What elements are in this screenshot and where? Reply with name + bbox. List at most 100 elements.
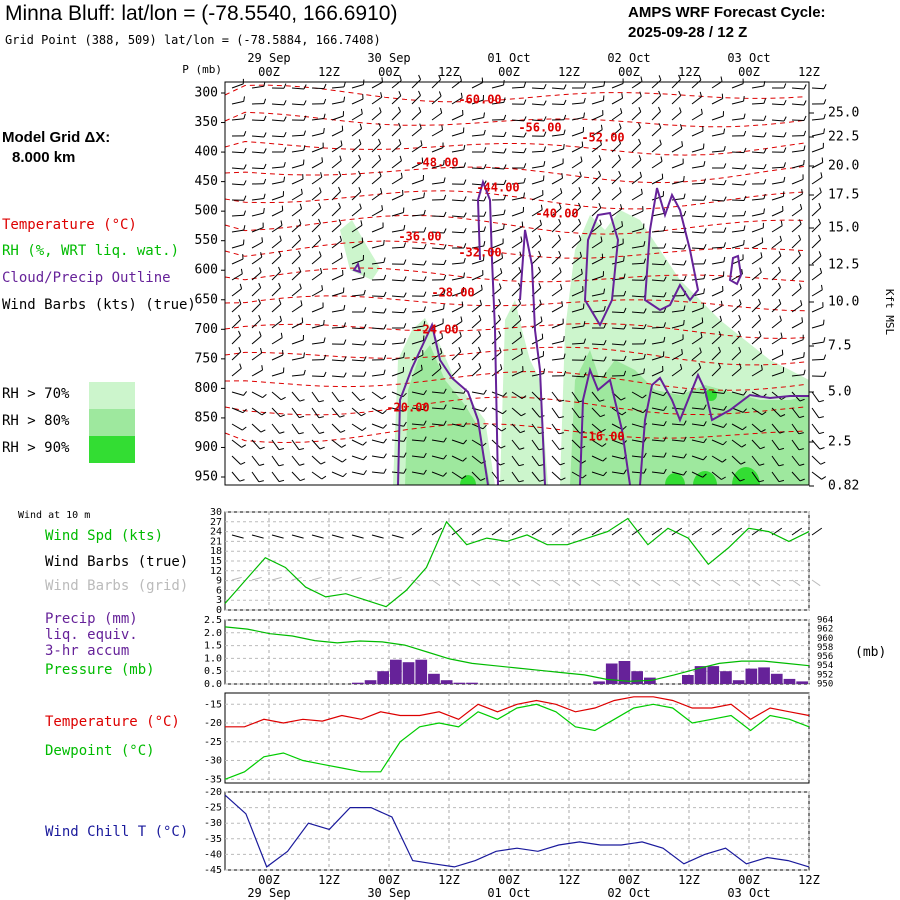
- barb-staff: [391, 194, 404, 201]
- barb-staff: [651, 160, 663, 169]
- barb-flag: [803, 352, 805, 358]
- top-hour-label: 12Z: [318, 65, 340, 79]
- barb-staff: [411, 214, 424, 217]
- barb-staff: [731, 229, 744, 233]
- value-tick-label: -15: [204, 699, 222, 710]
- barb-staff: [671, 407, 684, 410]
- barb-flag: [358, 139, 362, 145]
- barb-staff: [591, 455, 604, 462]
- barb-flag: [460, 316, 463, 322]
- barb-flag: [360, 108, 363, 114]
- barb-flag: [379, 107, 382, 113]
- barb-staff: [271, 407, 281, 418]
- value-tick-label: 0.5: [204, 666, 222, 677]
- surface-barb-true: [231, 534, 244, 539]
- barb-flag: [781, 349, 784, 355]
- bottom-hour-label: 12Z: [438, 873, 460, 887]
- barb-staff: [591, 293, 604, 297]
- top-hour-label: 00Z: [378, 65, 400, 79]
- barb-staff: [251, 151, 265, 154]
- barb-staff: [631, 327, 645, 330]
- barb-staff: [731, 367, 742, 377]
- barb-flag: [663, 276, 667, 282]
- barb-flag: [780, 220, 783, 226]
- barb-staff: [531, 239, 542, 249]
- pressure-tick-label: 950: [817, 680, 833, 690]
- value-tick-label: 6: [216, 585, 222, 596]
- barb-flag: [520, 430, 526, 434]
- barb-staff: [411, 310, 425, 313]
- barb-flag: [443, 211, 447, 217]
- barb-staff: [571, 256, 582, 265]
- barb-staff: [431, 79, 441, 89]
- barb-flag: [558, 250, 562, 256]
- legend-temperature: Temperature (°C): [2, 217, 137, 233]
- barb-staff: [651, 195, 664, 201]
- barb-staff: [511, 439, 520, 450]
- barb-flag: [783, 147, 787, 153]
- barb-staff: [291, 407, 300, 418]
- barb-flag: [818, 400, 824, 403]
- barb-staff: [231, 407, 244, 414]
- page-title: Minna Bluff: lat/lon = (-78.5540, 166.69…: [5, 2, 398, 25]
- barb-flag: [463, 422, 467, 427]
- barb-staff: [811, 391, 820, 403]
- barb-flag: [359, 123, 363, 129]
- barb-staff: [491, 243, 504, 249]
- barb-staff: [271, 119, 285, 122]
- barb-staff: [651, 407, 664, 411]
- isotherm-line: [224, 165, 806, 184]
- barb-flag: [363, 323, 367, 329]
- barb-staff: [591, 114, 604, 121]
- barb-flag: [638, 155, 642, 161]
- barb-staff: [811, 423, 820, 434]
- barb-staff: [431, 181, 444, 185]
- barb-staff: [791, 164, 804, 169]
- barb-flag: [303, 100, 307, 106]
- barb-flag: [679, 363, 683, 370]
- barb-staff: [431, 164, 444, 169]
- barb-flag: [543, 100, 547, 106]
- barb-flag: [483, 407, 487, 412]
- barb-flag: [318, 202, 322, 208]
- barb-flag: [538, 283, 542, 288]
- model-grid-label: Model Grid ΔX:: [2, 129, 111, 146]
- top-hour-label: 00Z: [738, 65, 760, 79]
- barb-staff: [531, 119, 545, 122]
- barb-flag: [758, 331, 762, 337]
- barb-staff: [551, 163, 564, 169]
- barb-staff: [751, 471, 760, 483]
- barb-flag: [440, 107, 443, 114]
- rh70-region: [340, 220, 380, 280]
- barb-flag: [240, 461, 246, 465]
- barb-staff: [611, 83, 624, 89]
- barb-staff: [591, 159, 602, 169]
- barb-flag: [383, 339, 387, 345]
- barb-flag: [721, 458, 727, 463]
- barb-flag: [559, 267, 562, 273]
- barb-flag: [600, 124, 603, 130]
- barb-staff: [651, 439, 664, 442]
- barb-staff: [391, 423, 404, 427]
- barb-staff: [571, 375, 585, 378]
- barb-staff: [471, 99, 484, 105]
- barb-staff: [331, 407, 341, 418]
- barb-staff: [611, 97, 623, 105]
- barb-staff: [791, 255, 801, 265]
- surface-barb-grid: [791, 579, 801, 587]
- barb-staff: [391, 95, 402, 105]
- barb-flag: [363, 356, 367, 362]
- barb-flag: [443, 437, 447, 443]
- barb-flag: [258, 314, 262, 320]
- barb-flag: [338, 171, 342, 176]
- barb-staff: [391, 246, 405, 249]
- barb-staff: [671, 247, 685, 250]
- barb-flag: [338, 399, 345, 403]
- bottom-date-label: 03 Oct: [727, 886, 770, 900]
- barb-flag: [363, 340, 367, 346]
- barb-flag: [563, 129, 566, 135]
- barb-flag: [483, 211, 487, 217]
- label-precip-accum: 3-hr accum: [45, 643, 130, 659]
- barb-flag: [703, 160, 706, 167]
- surface-barb-grid: [371, 576, 382, 581]
